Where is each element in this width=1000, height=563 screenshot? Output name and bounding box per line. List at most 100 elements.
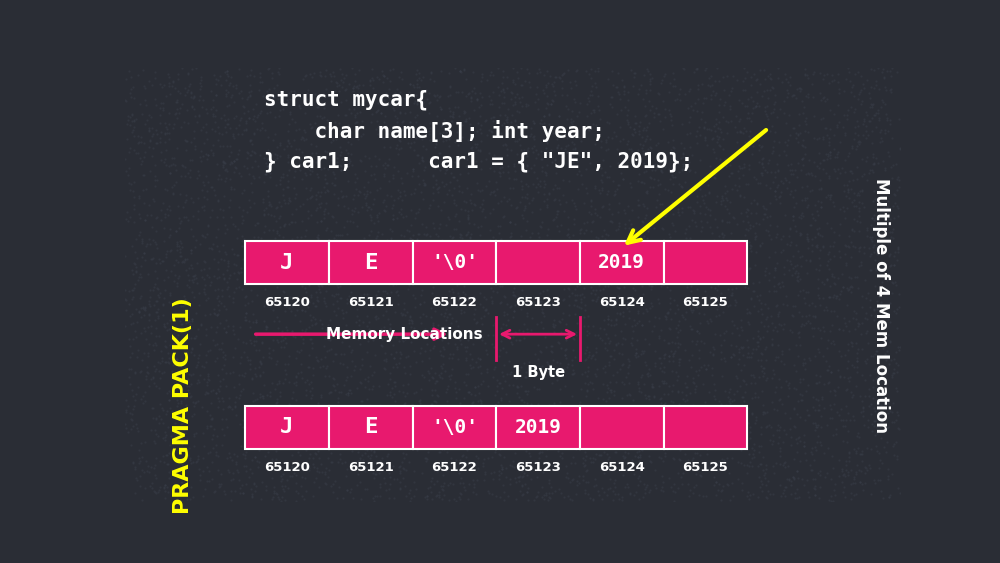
- Point: [716, 336, 732, 345]
- Point: [843, 238, 859, 247]
- Point: [671, 360, 687, 369]
- Point: [597, 361, 613, 370]
- Point: [761, 276, 777, 285]
- Point: [791, 83, 807, 92]
- Point: [558, 472, 574, 481]
- Point: [863, 83, 879, 92]
- Point: [382, 320, 398, 329]
- Point: [293, 135, 309, 144]
- Point: [395, 274, 411, 283]
- Point: [137, 396, 153, 405]
- Point: [867, 417, 883, 426]
- Point: [164, 388, 180, 397]
- Point: [224, 405, 240, 414]
- Point: [429, 324, 445, 333]
- Point: [742, 309, 758, 318]
- Point: [742, 127, 758, 136]
- Point: [751, 295, 767, 304]
- Point: [171, 436, 187, 445]
- Point: [541, 475, 557, 484]
- Point: [329, 403, 345, 412]
- Point: [659, 283, 675, 292]
- Point: [680, 479, 696, 488]
- Point: [654, 76, 670, 85]
- Point: [883, 232, 899, 241]
- Point: [127, 327, 143, 336]
- Point: [208, 106, 224, 115]
- Point: [436, 274, 452, 283]
- Point: [818, 193, 834, 202]
- Point: [642, 457, 658, 466]
- Point: [643, 285, 659, 294]
- Point: [812, 471, 828, 480]
- Point: [168, 166, 184, 175]
- Point: [170, 86, 186, 95]
- Point: [600, 132, 616, 141]
- Point: [615, 175, 631, 184]
- Point: [690, 370, 706, 379]
- Point: [820, 191, 836, 200]
- Point: [744, 408, 760, 417]
- Point: [650, 88, 666, 97]
- Point: [704, 228, 720, 237]
- Point: [202, 213, 218, 222]
- Point: [776, 97, 792, 106]
- Point: [621, 314, 637, 323]
- Point: [387, 111, 403, 120]
- Point: [547, 155, 563, 164]
- Point: [174, 477, 190, 486]
- Point: [425, 414, 441, 423]
- Point: [685, 401, 701, 410]
- Point: [761, 253, 777, 262]
- Point: [667, 172, 683, 181]
- Point: [245, 318, 261, 327]
- Point: [426, 342, 442, 351]
- Point: [882, 115, 898, 124]
- Point: [483, 468, 499, 477]
- Point: [349, 118, 365, 127]
- Point: [352, 455, 368, 464]
- Point: [502, 412, 518, 421]
- Point: [883, 84, 899, 93]
- Point: [807, 443, 823, 452]
- Point: [574, 262, 590, 271]
- Point: [555, 70, 571, 79]
- Point: [139, 115, 155, 124]
- Point: [335, 401, 351, 410]
- Point: [316, 104, 332, 113]
- Point: [543, 482, 559, 491]
- Point: [230, 334, 246, 343]
- Point: [859, 443, 875, 452]
- Point: [880, 330, 896, 339]
- Point: [767, 248, 783, 257]
- Point: [327, 181, 343, 190]
- Point: [323, 263, 339, 272]
- Point: [634, 445, 650, 454]
- Point: [841, 149, 857, 158]
- Point: [160, 460, 176, 469]
- Point: [173, 336, 189, 345]
- Point: [338, 70, 354, 79]
- Point: [680, 417, 696, 426]
- Point: [480, 454, 496, 463]
- Point: [549, 142, 565, 151]
- Point: [510, 73, 526, 82]
- Point: [444, 284, 460, 293]
- Point: [821, 378, 837, 387]
- Point: [265, 225, 281, 234]
- Point: [744, 393, 760, 402]
- Point: [719, 195, 735, 204]
- Point: [210, 195, 226, 204]
- Point: [249, 242, 265, 251]
- Point: [890, 411, 906, 420]
- Point: [483, 283, 499, 292]
- Point: [442, 177, 458, 186]
- Point: [733, 458, 749, 467]
- Point: [607, 256, 623, 265]
- Point: [368, 290, 384, 299]
- Point: [133, 292, 149, 301]
- Point: [205, 111, 221, 120]
- Point: [666, 74, 682, 83]
- Point: [690, 296, 706, 305]
- Point: [609, 368, 625, 377]
